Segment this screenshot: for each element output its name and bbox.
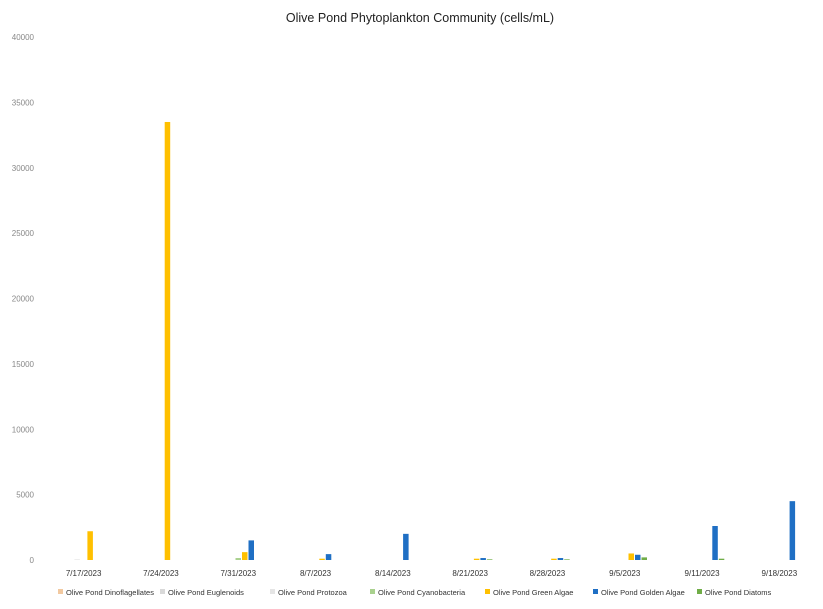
legend-label: Olive Pond Cyanobacteria bbox=[378, 588, 466, 597]
bar bbox=[480, 558, 486, 560]
legend-label: Olive Pond Diatoms bbox=[705, 588, 772, 597]
x-tick-label: 9/5/2023 bbox=[609, 569, 641, 578]
y-axis: 0 5000 10000 15000 20000 25000 30000 35000 40000 bbox=[12, 33, 35, 565]
legend-label: Olive Pond Protozoa bbox=[278, 588, 348, 597]
y-tick-label: 25000 bbox=[12, 229, 35, 238]
legend-swatch bbox=[160, 589, 165, 594]
y-tick-label: 5000 bbox=[16, 491, 34, 500]
y-tick-label: 30000 bbox=[12, 164, 35, 173]
x-tick-label: 7/31/2023 bbox=[220, 569, 256, 578]
bar bbox=[718, 558, 725, 560]
x-tick-label: 9/11/2023 bbox=[685, 569, 721, 578]
bars bbox=[74, 121, 796, 561]
bar bbox=[248, 540, 254, 560]
bar bbox=[319, 558, 325, 560]
x-tick-label: 9/18/2023 bbox=[762, 569, 798, 578]
chart-title: Olive Pond Phytoplankton Community (cell… bbox=[286, 11, 554, 25]
legend-label: Olive Pond Green Algae bbox=[493, 588, 573, 597]
x-tick-label: 8/7/2023 bbox=[300, 569, 332, 578]
bar bbox=[164, 121, 171, 561]
bar bbox=[551, 558, 557, 560]
bar bbox=[242, 552, 248, 560]
bar bbox=[486, 559, 493, 560]
x-tick-label: 7/24/2023 bbox=[143, 569, 179, 578]
y-tick-label: 35000 bbox=[12, 98, 35, 107]
legend-swatch bbox=[370, 589, 375, 594]
bar bbox=[557, 558, 564, 560]
bar bbox=[635, 554, 641, 560]
legend-swatch bbox=[697, 589, 702, 594]
bar bbox=[74, 559, 80, 560]
bar bbox=[403, 533, 409, 560]
y-tick-label: 0 bbox=[30, 556, 35, 565]
x-tick-label: 7/17/2023 bbox=[66, 569, 102, 578]
legend-swatch bbox=[485, 589, 490, 594]
legend-swatch bbox=[593, 589, 598, 594]
bar bbox=[628, 553, 634, 560]
legend-swatch bbox=[270, 589, 275, 594]
legend: Olive Pond Dinoflagellates Olive Pond Eug… bbox=[58, 588, 772, 597]
bar bbox=[87, 531, 93, 560]
y-tick-label: 20000 bbox=[12, 295, 35, 304]
legend-label: Olive Pond Dinoflagellates bbox=[66, 588, 154, 597]
legend-label: Olive Pond Golden Algae bbox=[601, 588, 685, 597]
x-tick-label: 8/14/2023 bbox=[375, 569, 411, 578]
legend-swatch bbox=[58, 589, 63, 594]
bar bbox=[641, 557, 647, 560]
y-tick-label: 15000 bbox=[12, 360, 35, 369]
y-tick-label: 10000 bbox=[12, 425, 35, 434]
bar bbox=[789, 501, 796, 560]
bar bbox=[325, 554, 332, 560]
bar bbox=[235, 558, 241, 560]
bar bbox=[564, 559, 570, 560]
bar bbox=[473, 558, 480, 560]
x-tick-label: 8/21/2023 bbox=[452, 569, 488, 578]
y-tick-label: 40000 bbox=[12, 33, 35, 42]
x-tick-label: 8/28/2023 bbox=[530, 569, 566, 578]
x-axis: 7/17/2023 7/24/2023 7/31/2023 8/7/2023 8/14/… bbox=[66, 569, 798, 578]
bar bbox=[712, 526, 718, 560]
legend-label: Olive Pond Euglenoids bbox=[168, 588, 244, 597]
